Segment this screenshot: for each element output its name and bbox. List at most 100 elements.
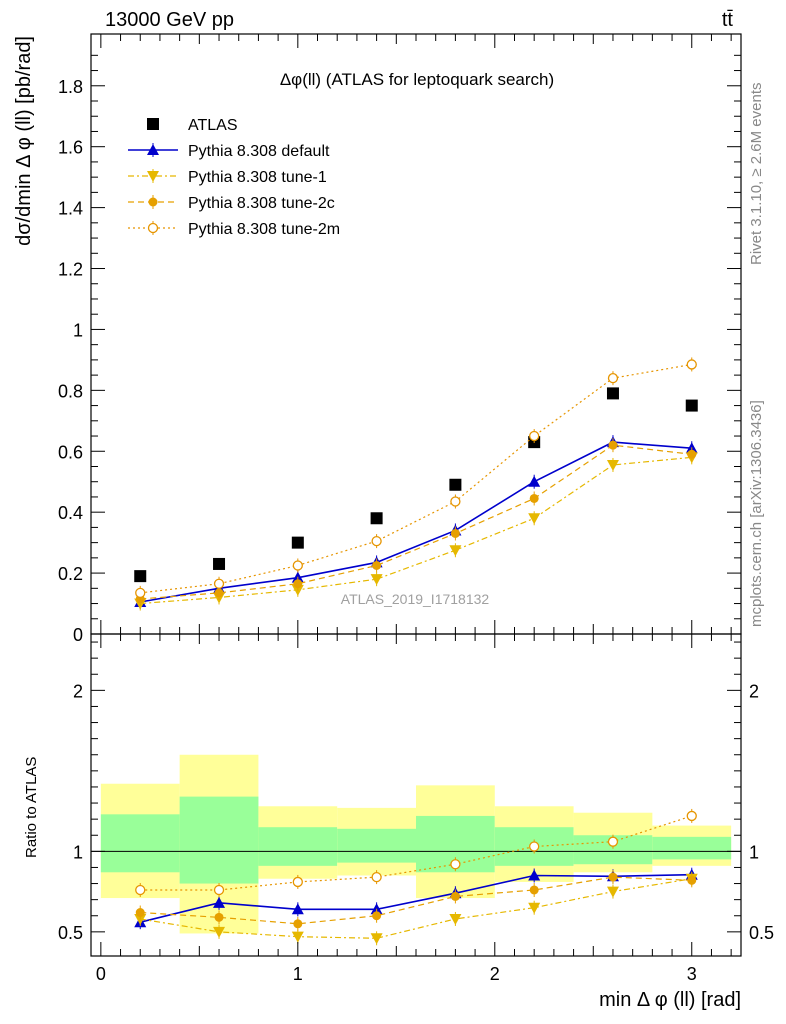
main-point-tune2m (450, 496, 461, 507)
main-point-tune2c (293, 579, 303, 589)
main-line-tune1 (140, 456, 692, 605)
main-point-tune2m (529, 430, 540, 442)
uncertainty-bands (91, 754, 741, 934)
y-tick-label: 0.8 (58, 381, 83, 401)
legend-marker (147, 144, 159, 155)
main-point-data (370, 512, 383, 525)
main-point-tune1 (528, 513, 541, 525)
ratio-point-tune2c (608, 872, 618, 882)
ratio-point-tune2m (371, 871, 382, 883)
legend-entry-tune2m: Pythia 8.308 tune-2m (128, 221, 340, 238)
y-tick-label: 0.4 (58, 503, 83, 523)
ratio-point-default (291, 903, 304, 915)
x-tick-label: 2 (490, 964, 500, 984)
main-point-tune2m (686, 359, 697, 370)
ratio-y-tick-label: 1 (73, 842, 83, 862)
main-point-tune2m (213, 578, 225, 589)
ratio-point-default (528, 869, 541, 881)
ratio-y-tick-label: 2 (73, 681, 83, 701)
ratio-point-tune1 (449, 913, 462, 925)
legend-label: ATLAS (188, 117, 238, 134)
y-tick-label: 0.6 (58, 442, 83, 462)
y-tick-label: 1 (73, 320, 83, 340)
ratio-y-tick-label: 0.5 (58, 923, 83, 943)
band-green (337, 828, 416, 863)
ratio-point-tune2c (450, 891, 460, 901)
legend-marker (148, 197, 158, 207)
ratio-point-tune2m (686, 810, 697, 822)
ratio-y-tick-label-right: 2 (749, 681, 759, 701)
ratio-line-tune2c (140, 876, 692, 925)
watermark: ATLAS_2019_I1718132 (341, 591, 490, 607)
ratio-point-tune2m (450, 859, 461, 870)
ratio-series-tune2c (135, 870, 697, 931)
x-axis-label: min Δ φ (ll) [rad] (599, 989, 741, 1011)
main-point-tune2c (214, 588, 224, 598)
legend-label: Pythia 8.308 tune-2c (188, 195, 335, 212)
main-point-tune2c (529, 493, 539, 503)
ratio-point-tune1 (291, 931, 304, 943)
ratio-point-tune1 (213, 926, 226, 938)
ratio-point-tune2c (372, 911, 382, 921)
x-tick-label: 0 (96, 964, 106, 984)
y-tick-label: 1.4 (58, 199, 83, 219)
y-tick-label: 0.2 (58, 564, 83, 584)
ratio-point-tune1 (528, 902, 541, 914)
main-line-default (140, 441, 692, 603)
main-point-data (134, 570, 147, 583)
main-point-data (685, 399, 698, 412)
main-point-data (606, 387, 619, 400)
ratio-y-axis-label: Ratio to ATLAS (23, 757, 40, 858)
ratio-point-tune2c (214, 912, 224, 922)
main-point-tune2c (608, 440, 618, 450)
ratio-point-tune2c (135, 908, 145, 918)
main-point-tune1 (606, 459, 619, 471)
ratio-point-tune1 (370, 933, 383, 945)
ratio-point-tune2m (292, 876, 303, 888)
main-point-data (291, 536, 304, 549)
main-point-tune2c (372, 560, 382, 570)
legend-entry-data: ATLAS (147, 117, 238, 134)
x-tick-label: 1 (293, 964, 303, 984)
main-point-tune1 (370, 574, 383, 586)
legend-label: Pythia 8.308 tune-1 (188, 169, 327, 186)
y-axis-label: dσ/dmin Δ φ (ll) [pb/rad] (13, 36, 35, 246)
legend: ATLAS Pythia 8.308 default Pythia 8.308 tu… (128, 117, 340, 238)
main-point-data (213, 557, 226, 570)
ratio-point-tune2c (293, 919, 303, 929)
ratio-point-tune2m (607, 836, 619, 847)
legend-label: Pythia 8.308 tune-2m (188, 221, 340, 238)
ratio-point-tune1 (606, 886, 619, 898)
band-green (652, 836, 732, 860)
ratio-point-tune2c (529, 885, 539, 895)
main-point-tune1 (449, 545, 462, 557)
legend-entry-tune1: Pythia 8.308 tune-1 (128, 169, 327, 186)
main-point-tune2m (135, 587, 146, 599)
ratio-point-default (213, 896, 226, 908)
main-series-tune2m (135, 357, 697, 600)
band-green (179, 796, 259, 884)
main-series-data (134, 387, 698, 583)
ratio-line-tune1 (140, 878, 692, 939)
plot-title: Δφ(ll) (ATLAS for leptoquark search) (280, 70, 554, 89)
ratio-point-tune2c (687, 875, 697, 885)
process-label: tt̄ (722, 9, 734, 31)
band-green (258, 827, 338, 866)
ratio-point-tune2m (135, 884, 146, 896)
rivet-label: Rivet 3.1.10, ≥ 2.6M events (748, 83, 765, 266)
main-point-tune2c (687, 449, 697, 459)
ratio-plot-series (134, 808, 698, 946)
main-point-tune2m (371, 535, 382, 547)
ratio-line-tune2m (140, 815, 692, 891)
legend-entry-tune2c: Pythia 8.308 tune-2c (128, 195, 335, 212)
energy-label: 13000 GeV pp (105, 9, 234, 31)
main-point-tune2m (607, 373, 619, 384)
band-green (100, 814, 180, 873)
legend-marker (147, 222, 159, 234)
y-tick-label: 1.6 (58, 138, 83, 158)
ratio-y-tick-label-right: 1 (749, 842, 759, 862)
main-point-tune2c (450, 528, 460, 538)
legend-label: Pythia 8.308 default (188, 143, 330, 160)
main-point-default (528, 475, 541, 487)
